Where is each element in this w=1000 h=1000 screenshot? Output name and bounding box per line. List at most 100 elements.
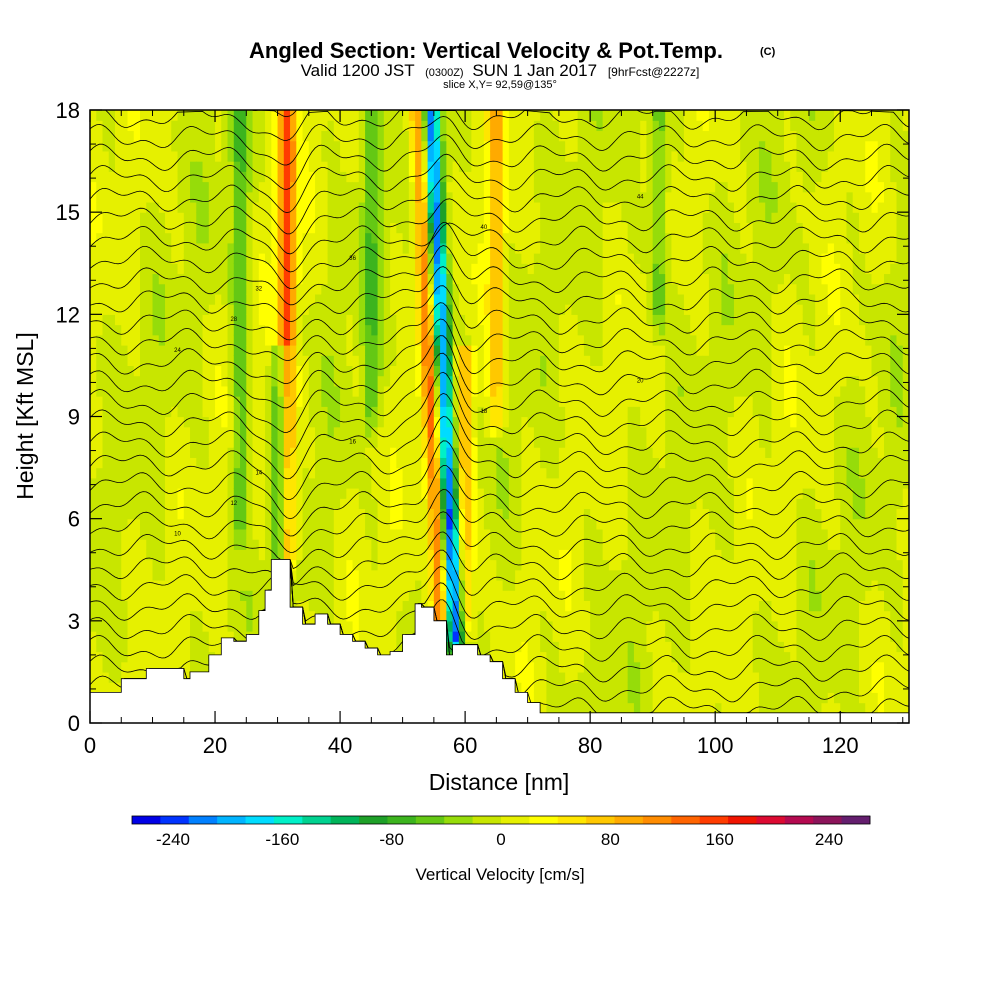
velocity-cell-1701 <box>283 222 291 234</box>
velocity-cell-7 <box>90 610 97 622</box>
velocity-cell-3321 <box>483 620 491 632</box>
velocity-cell-1482 <box>252 130 260 142</box>
velocity-cell-3236 <box>471 385 479 397</box>
velocity-cell-1412 <box>246 314 254 326</box>
velocity-cell-3455 <box>496 375 504 387</box>
velocity-cell-3816 <box>533 201 541 213</box>
velocity-cell-4412 <box>596 242 604 254</box>
velocity-cell-3509 <box>502 396 510 407</box>
velocity-cell-4923 <box>652 539 660 550</box>
velocity-cell-468 <box>140 518 147 530</box>
velocity-cell-990 <box>196 273 204 285</box>
velocity-cell-4887 <box>646 293 654 305</box>
velocity-cell-1938 <box>315 355 322 367</box>
velocity-cell-527 <box>146 477 154 489</box>
velocity-cell-4723 <box>627 130 635 142</box>
velocity-cell-242 <box>115 539 122 550</box>
velocity-cell-734 <box>171 610 179 622</box>
velocity-cell-3028 <box>446 344 454 356</box>
velocity-cell-4870 <box>646 467 654 479</box>
velocity-cell-2756 <box>415 549 422 561</box>
velocity-cell-707 <box>165 324 172 336</box>
velocity-cell-2650 <box>402 600 410 612</box>
velocity-cell-4833 <box>640 232 648 244</box>
velocity-cell-3159 <box>465 631 472 642</box>
velocity-cell-4604 <box>615 120 623 132</box>
velocity-cell-2844 <box>421 150 429 162</box>
velocity-cell-3898 <box>546 590 554 601</box>
velocity-cell-82 <box>96 426 104 438</box>
velocity-cell-2960 <box>440 488 447 499</box>
velocity-cell-2029 <box>327 457 335 469</box>
velocity-cell-1816 <box>302 569 310 581</box>
velocity-cell-1733 <box>290 396 297 407</box>
velocity-cell-488 <box>140 314 147 326</box>
velocity-cell-3463 <box>496 293 504 305</box>
velocity-cell-2747 <box>408 140 416 152</box>
velocity-cell-2231 <box>352 518 360 530</box>
velocity-cell-3239 <box>471 355 479 367</box>
velocity-cell-2696 <box>402 130 410 142</box>
velocity-cell-662 <box>158 222 166 234</box>
velocity-cell-15 <box>90 528 97 540</box>
velocity-cell-3770 <box>533 671 541 683</box>
velocity-cell-4642 <box>621 344 629 356</box>
velocity-cell-4487 <box>608 702 616 714</box>
velocity-cell-54 <box>90 130 97 142</box>
velocity-cell-3224 <box>471 508 479 520</box>
velocity-cell-4423 <box>596 130 604 142</box>
velocity-cell-3663 <box>521 559 529 571</box>
velocity-cell-3954 <box>552 631 560 642</box>
velocity-cell-2837 <box>421 222 429 234</box>
velocity-cell-860 <box>183 457 191 469</box>
velocity-cell-2602 <box>396 559 404 571</box>
velocity-cell-4276 <box>583 406 591 418</box>
velocity-cell-4835 <box>640 212 648 223</box>
velocity-cell-2520 <box>383 293 391 305</box>
velocity-cell-3007 <box>446 559 454 571</box>
velocity-cell-3115 <box>458 539 466 550</box>
velocity-cell-4444 <box>602 528 610 540</box>
velocity-cell-1541 <box>265 508 272 520</box>
velocity-cell-2607 <box>396 508 404 520</box>
velocity-cell-4459 <box>602 375 610 387</box>
velocity-cell-743 <box>171 518 179 530</box>
velocity-cell-929 <box>190 324 197 336</box>
velocity-cell-670 <box>158 140 166 152</box>
velocity-cell-2808 <box>421 518 429 530</box>
velocity-cell-333 <box>121 181 129 193</box>
velocity-cell-3127 <box>458 416 466 428</box>
velocity-cell-3988 <box>552 283 560 295</box>
velocity-cell-2786 <box>415 242 422 254</box>
velocity-cell-2828 <box>421 314 429 326</box>
velocity-cell-1395 <box>246 488 254 499</box>
velocity-cell-1301 <box>233 375 241 387</box>
velocity-cell-4567 <box>615 498 623 510</box>
velocity-cell-489 <box>140 304 147 315</box>
velocity-cell-1309 <box>233 293 241 305</box>
velocity-cell-1416 <box>246 273 254 285</box>
velocity-cell-2111 <box>333 140 341 152</box>
velocity-cell-3275 <box>477 539 485 550</box>
velocity-cell-4129 <box>571 682 579 693</box>
velocity-cell-214 <box>108 242 116 254</box>
velocity-cell-766 <box>171 283 179 295</box>
velocity-cell-4757 <box>633 396 641 407</box>
velocity-cell-3773 <box>533 641 541 653</box>
velocity-cell-572 <box>152 579 160 591</box>
velocity-cell-1748 <box>290 242 297 254</box>
velocity-cell-4961 <box>652 150 660 162</box>
velocity-cell-3530 <box>502 181 510 193</box>
velocity-cell-3498 <box>502 508 510 520</box>
velocity-cell-2176 <box>346 539 354 550</box>
velocity-cell-1609 <box>271 263 279 275</box>
velocity-cell-2554 <box>390 498 397 510</box>
velocity-cell-3925 <box>546 314 554 326</box>
velocity-cell-558 <box>146 161 154 172</box>
velocity-cell-2292 <box>358 436 366 448</box>
velocity-cell-4167 <box>571 293 579 305</box>
velocity-cell-3543 <box>508 620 516 632</box>
velocity-cell-1059 <box>202 140 210 152</box>
velocity-cell-2697 <box>402 120 410 132</box>
velocity-cell-2614 <box>396 436 404 448</box>
